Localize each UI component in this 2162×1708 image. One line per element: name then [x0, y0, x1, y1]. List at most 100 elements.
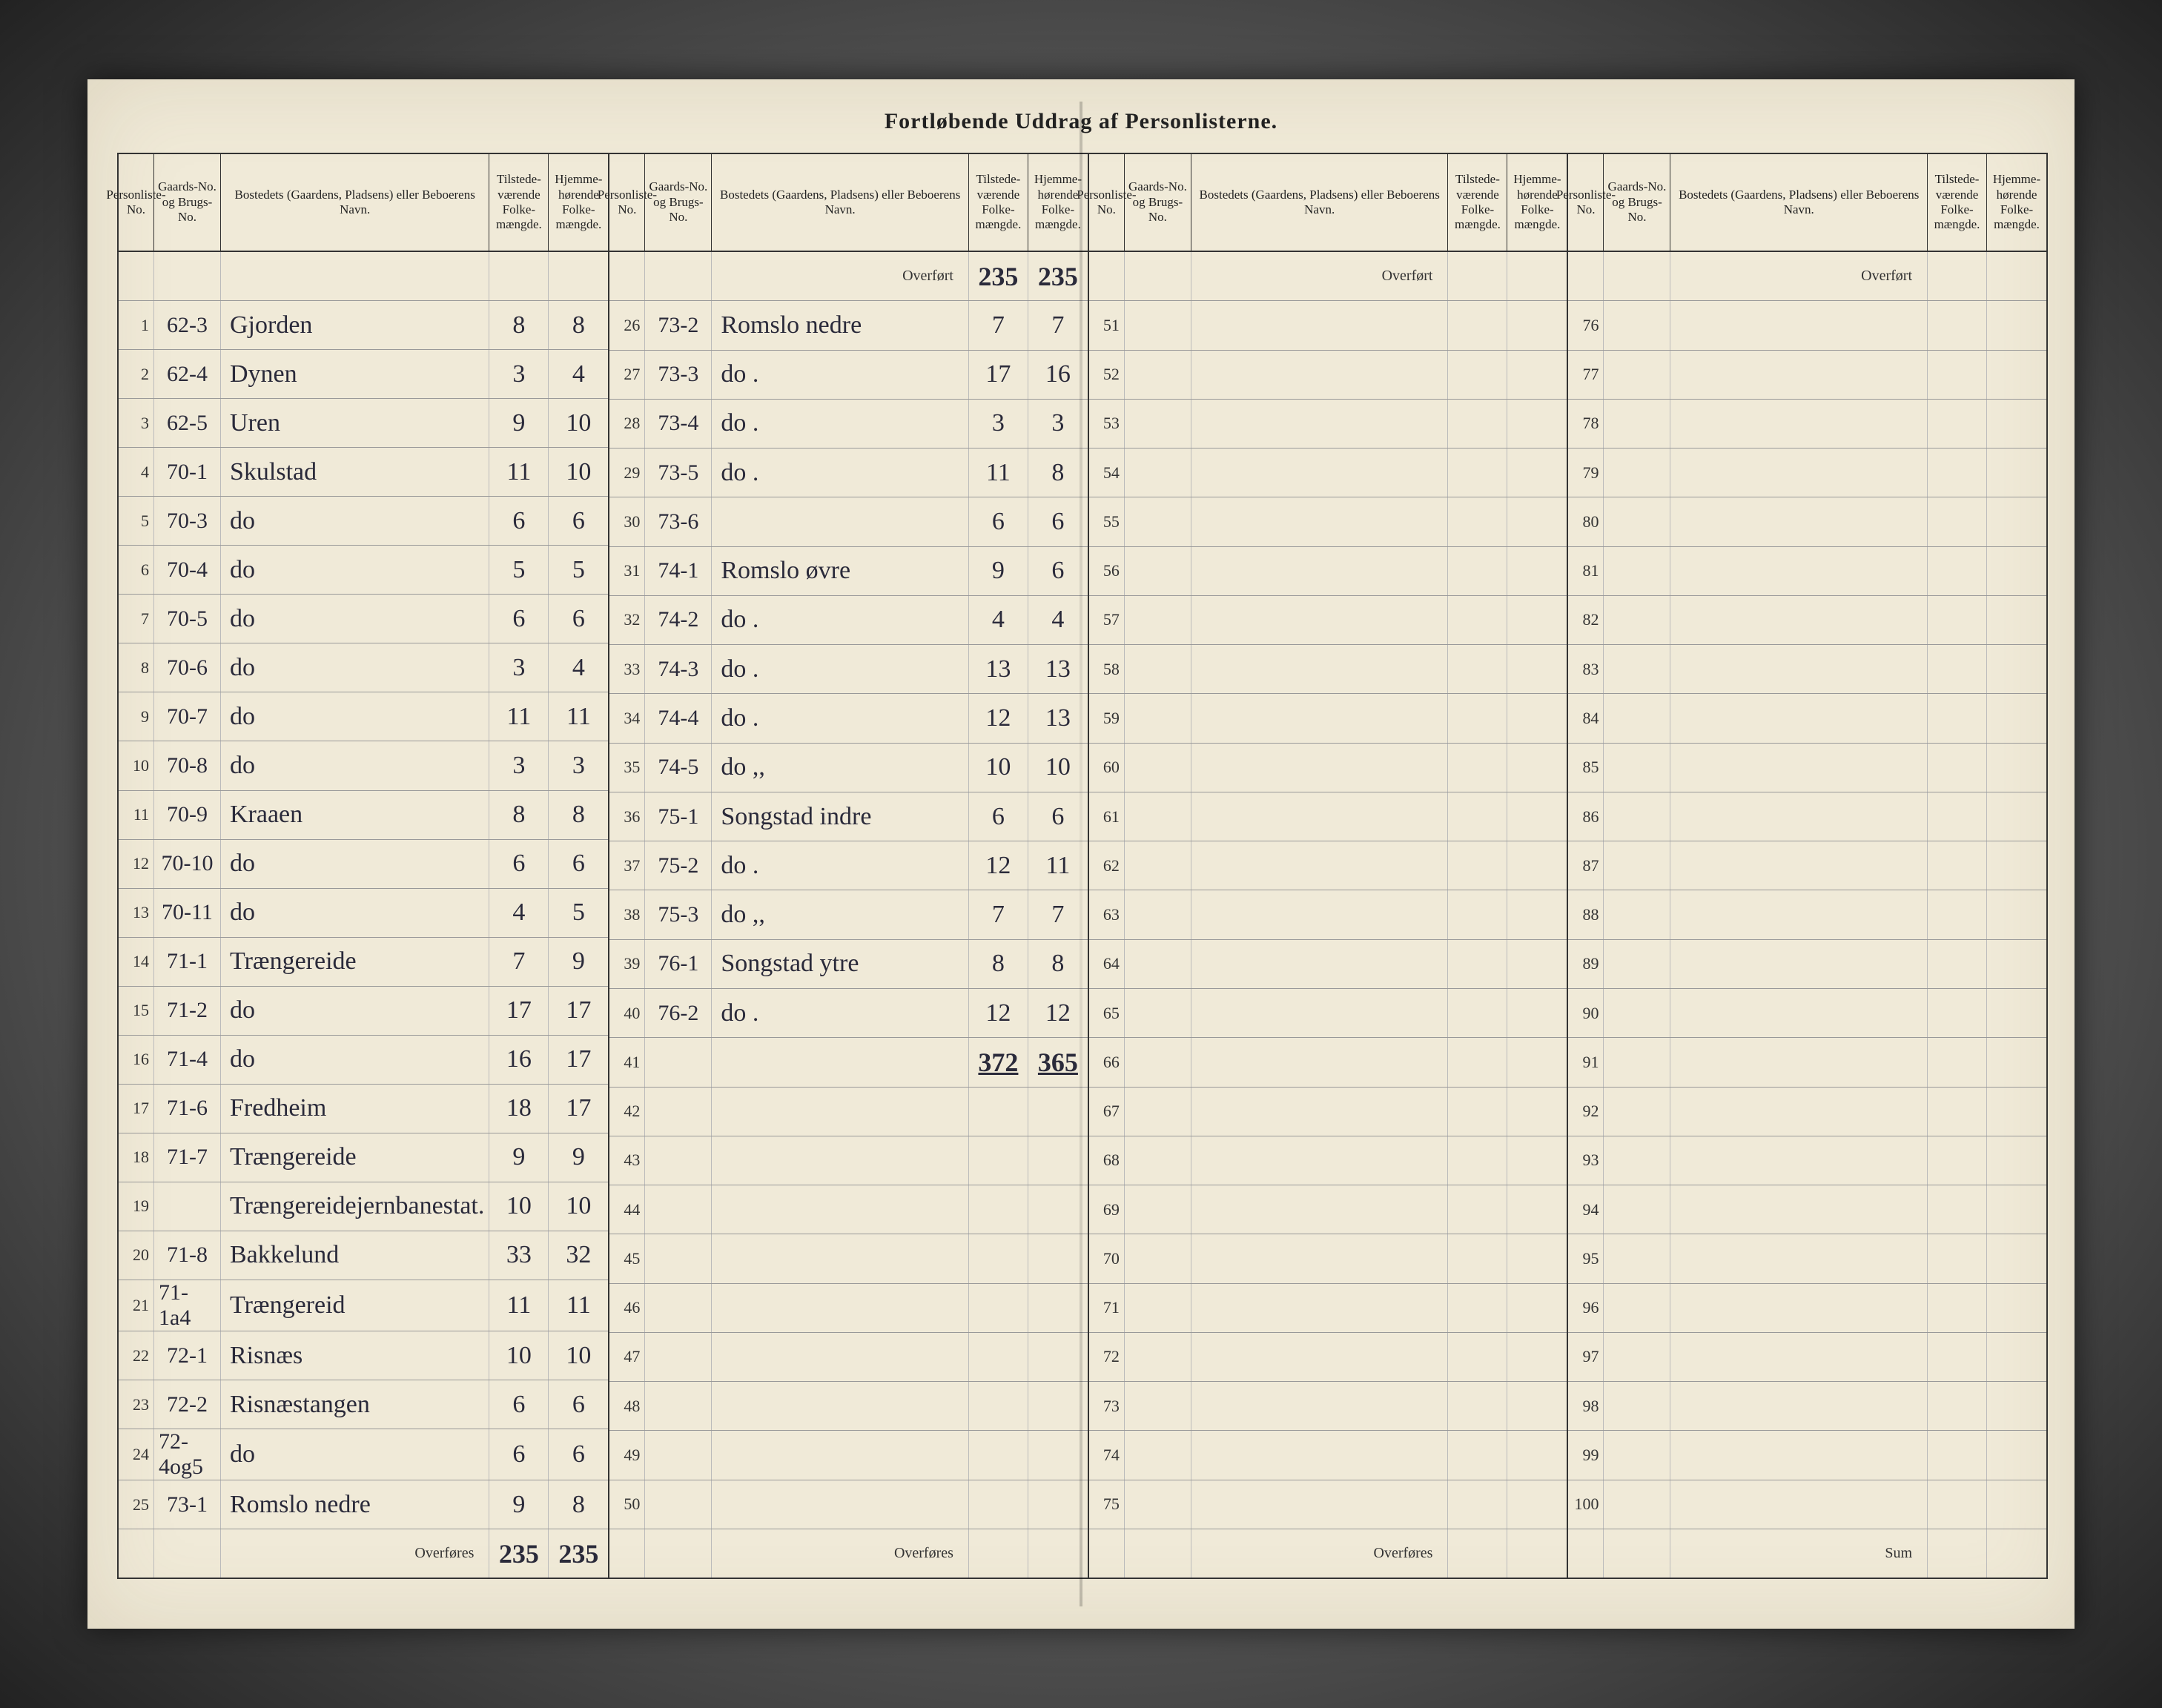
overfores-tilstede: 235 — [489, 1529, 549, 1578]
table-row: 1471-1Trængereide79 — [119, 938, 608, 987]
table-row: 85 — [1568, 744, 2046, 792]
table-row: 64 — [1089, 940, 1567, 989]
cell-personliste-no: 98 — [1568, 1382, 1604, 1430]
table-row: 2472-4og5do66 — [119, 1429, 608, 1480]
cell-tilstede — [1928, 645, 1987, 693]
cell-tilstede: 10 — [489, 1182, 549, 1231]
cell-gaardsnr — [645, 1284, 712, 1332]
cell-bosted-navn: Trængereide — [221, 1133, 489, 1182]
cell-hjemme — [1507, 1284, 1567, 1332]
cell-personliste-no: 64 — [1089, 940, 1125, 988]
table-row: 470-1Skulstad1110 — [119, 448, 608, 497]
cell-bosted-navn: do — [221, 741, 489, 790]
cell-hjemme — [1507, 448, 1567, 497]
cell-tilstede: 18 — [489, 1085, 549, 1133]
cell-tilstede — [1928, 940, 1987, 988]
cell-bosted-navn — [1191, 351, 1449, 399]
cell-hjemme: 8 — [549, 301, 608, 349]
table-row: 86 — [1568, 792, 2046, 841]
cell-tilstede: 8 — [489, 791, 549, 839]
section-1: Personliste-No. Gaards-No. og Brugs-No. … — [119, 154, 609, 1578]
cell-hjemme — [1028, 1185, 1088, 1234]
section-1-rows: 162-3Gjorden88262-4Dynen34362-5Uren91047… — [119, 252, 608, 1578]
cell-hjemme — [1507, 1480, 1567, 1529]
col-tilstede: Tilstede-værende Folke-mængde. — [1448, 154, 1507, 251]
cell-hjemme — [1028, 1136, 1088, 1185]
cell-hjemme — [1987, 1431, 2046, 1479]
cell-gaardsnr: 70-10 — [154, 840, 221, 888]
cell-tilstede — [1448, 1038, 1507, 1086]
table-row: 89 — [1568, 940, 2046, 989]
cell-hjemme — [1507, 1333, 1567, 1381]
cell-personliste-no: 76 — [1568, 301, 1604, 349]
cell-hjemme — [1987, 744, 2046, 792]
cell-personliste-no: 87 — [1568, 841, 1604, 890]
cell-blank — [1448, 1529, 1507, 1578]
cell-hjemme: 10 — [1028, 744, 1088, 792]
cell-hjemme: 7 — [1028, 301, 1088, 349]
cell-hjemme: 32 — [549, 1231, 608, 1280]
cell-personliste-no: 72 — [1089, 1333, 1125, 1381]
cell-gaardsnr — [1125, 1382, 1191, 1430]
table-row: 1070-8do33 — [119, 741, 608, 790]
cell-hjemme — [1507, 497, 1567, 546]
cell-bosted-navn — [712, 1136, 969, 1185]
table-row: 2372-2Risnæstangen66 — [119, 1380, 608, 1429]
cell-bosted-navn — [1670, 1333, 1928, 1381]
cell-hjemme — [1507, 596, 1567, 644]
cell-personliste-no: 62 — [1089, 841, 1125, 890]
cell-hjemme: 11 — [1028, 841, 1088, 890]
cell-personliste-no: 83 — [1568, 645, 1604, 693]
cell-tilstede — [1928, 1088, 1987, 1136]
table-row: 49 — [609, 1431, 1088, 1480]
table-row: 68 — [1089, 1136, 1567, 1185]
cell-hjemme: 11 — [549, 1280, 608, 1331]
table-row: 3574-5do ,,1010 — [609, 744, 1088, 792]
cell-hjemme — [1987, 547, 2046, 595]
table-row: 51 — [1089, 301, 1567, 350]
cell-personliste-no: 84 — [1568, 694, 1604, 742]
cell-gaardsnr — [645, 1333, 712, 1381]
cell-hjemme: 8 — [1028, 448, 1088, 497]
table-row: 1571-2do1717 — [119, 987, 608, 1036]
cell-tilstede: 11 — [489, 692, 549, 741]
table-row: Overføres235235 — [119, 1529, 608, 1578]
cell-gaardsnr — [1125, 1088, 1191, 1136]
cell-personliste-no: 63 — [1089, 890, 1125, 939]
cell-gaardsnr: 73-1 — [154, 1480, 221, 1529]
cell-personliste-no: 7 — [119, 595, 154, 643]
cell-bosted-navn — [1670, 301, 1928, 349]
cell-tilstede: 6 — [489, 497, 549, 545]
cell-tilstede — [1448, 940, 1507, 988]
cell-personliste-no: 81 — [1568, 547, 1604, 595]
cell-personliste-no: 38 — [609, 890, 645, 939]
table-row: 55 — [1089, 497, 1567, 546]
cell-hjemme: 5 — [549, 546, 608, 594]
cell-gaardsnr — [1604, 744, 1670, 792]
cell-personliste-no: 91 — [1568, 1038, 1604, 1086]
cell-bosted-navn — [1670, 694, 1928, 742]
cell-blank — [1089, 252, 1125, 300]
cell-personliste-no: 11 — [119, 791, 154, 839]
scan-frame: Fortløbende Uddrag af Personlisterne. Pe… — [0, 0, 2162, 1708]
cell-tilstede — [969, 1284, 1028, 1332]
col-bosted: Bostedets (Gaardens, Pladsens) eller Beb… — [712, 154, 969, 251]
cell-bosted-navn — [1191, 1038, 1449, 1086]
cell-blank — [154, 1529, 221, 1578]
cell-tilstede — [1448, 497, 1507, 546]
overfort-label: Overført — [1191, 252, 1449, 300]
cell-bosted-navn — [1191, 1136, 1449, 1185]
section-2-rows: Overført2352352673-2Romslo nedre772773-3… — [609, 252, 1088, 1578]
cell-gaardsnr: 74-5 — [645, 744, 712, 792]
cell-bosted-navn: do . — [712, 400, 969, 448]
cell-bosted-navn — [712, 1480, 969, 1529]
cell-personliste-no: 23 — [119, 1380, 154, 1429]
cell-bosted-navn — [1191, 1382, 1449, 1430]
table-row: 262-4Dynen34 — [119, 350, 608, 399]
cell-hjemme — [1987, 448, 2046, 497]
table-row: Sum — [1568, 1529, 2046, 1578]
cell-personliste-no: 37 — [609, 841, 645, 890]
cell-hjemme — [1507, 940, 1567, 988]
cell-personliste-no: 24 — [119, 1429, 154, 1480]
cell-hjemme — [1987, 1185, 2046, 1234]
